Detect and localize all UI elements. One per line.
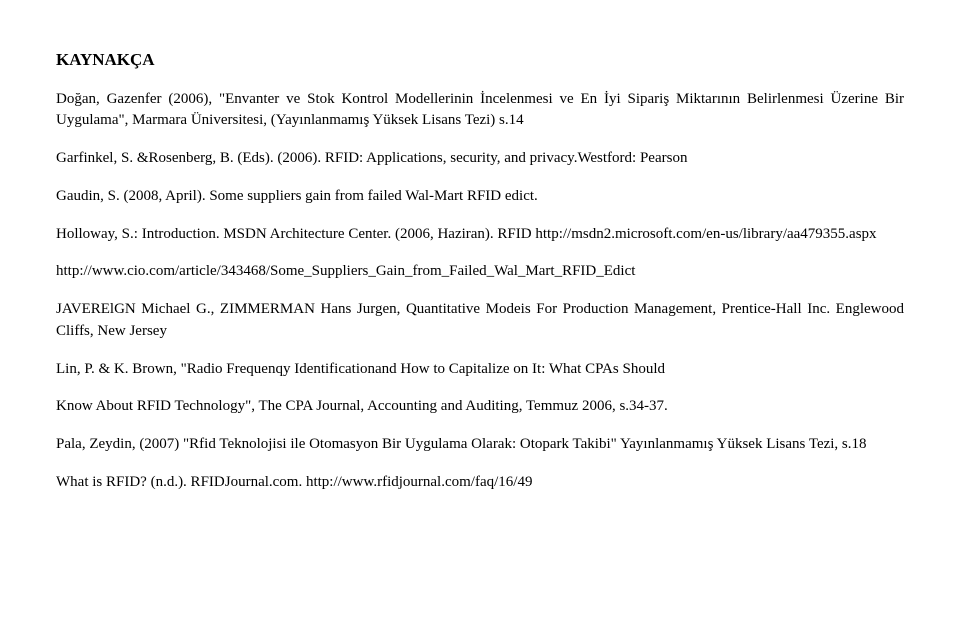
reference-entry: Gaudin, S. (2008, April). Some suppliers… <box>56 186 904 208</box>
reference-entry: Pala, Zeydin, (2007) "Rfid Teknolojisi i… <box>56 434 904 456</box>
reference-entry: Garfinkel, S. &Rosenberg, B. (Eds). (200… <box>56 148 904 170</box>
reference-entry: JAVERElGN Michael G., ZIMMERMAN Hans Jur… <box>56 299 904 343</box>
reference-entry: Know About RFID Technology", The CPA Jou… <box>56 396 904 418</box>
reference-entry: What is RFID? (n.d.). RFIDJournal.com. h… <box>56 472 904 494</box>
reference-entry: http://www.cio.com/article/343468/Some_S… <box>56 261 904 283</box>
reference-entry: Doğan, Gazenfer (2006), "Envanter ve Sto… <box>56 89 904 133</box>
bibliography-heading: KAYNAKÇA <box>56 48 904 73</box>
reference-entry: Lin, P. & K. Brown, "Radio Frequenqy Ide… <box>56 359 904 381</box>
reference-entry: Holloway, S.: Introduction. MSDN Archite… <box>56 224 904 246</box>
